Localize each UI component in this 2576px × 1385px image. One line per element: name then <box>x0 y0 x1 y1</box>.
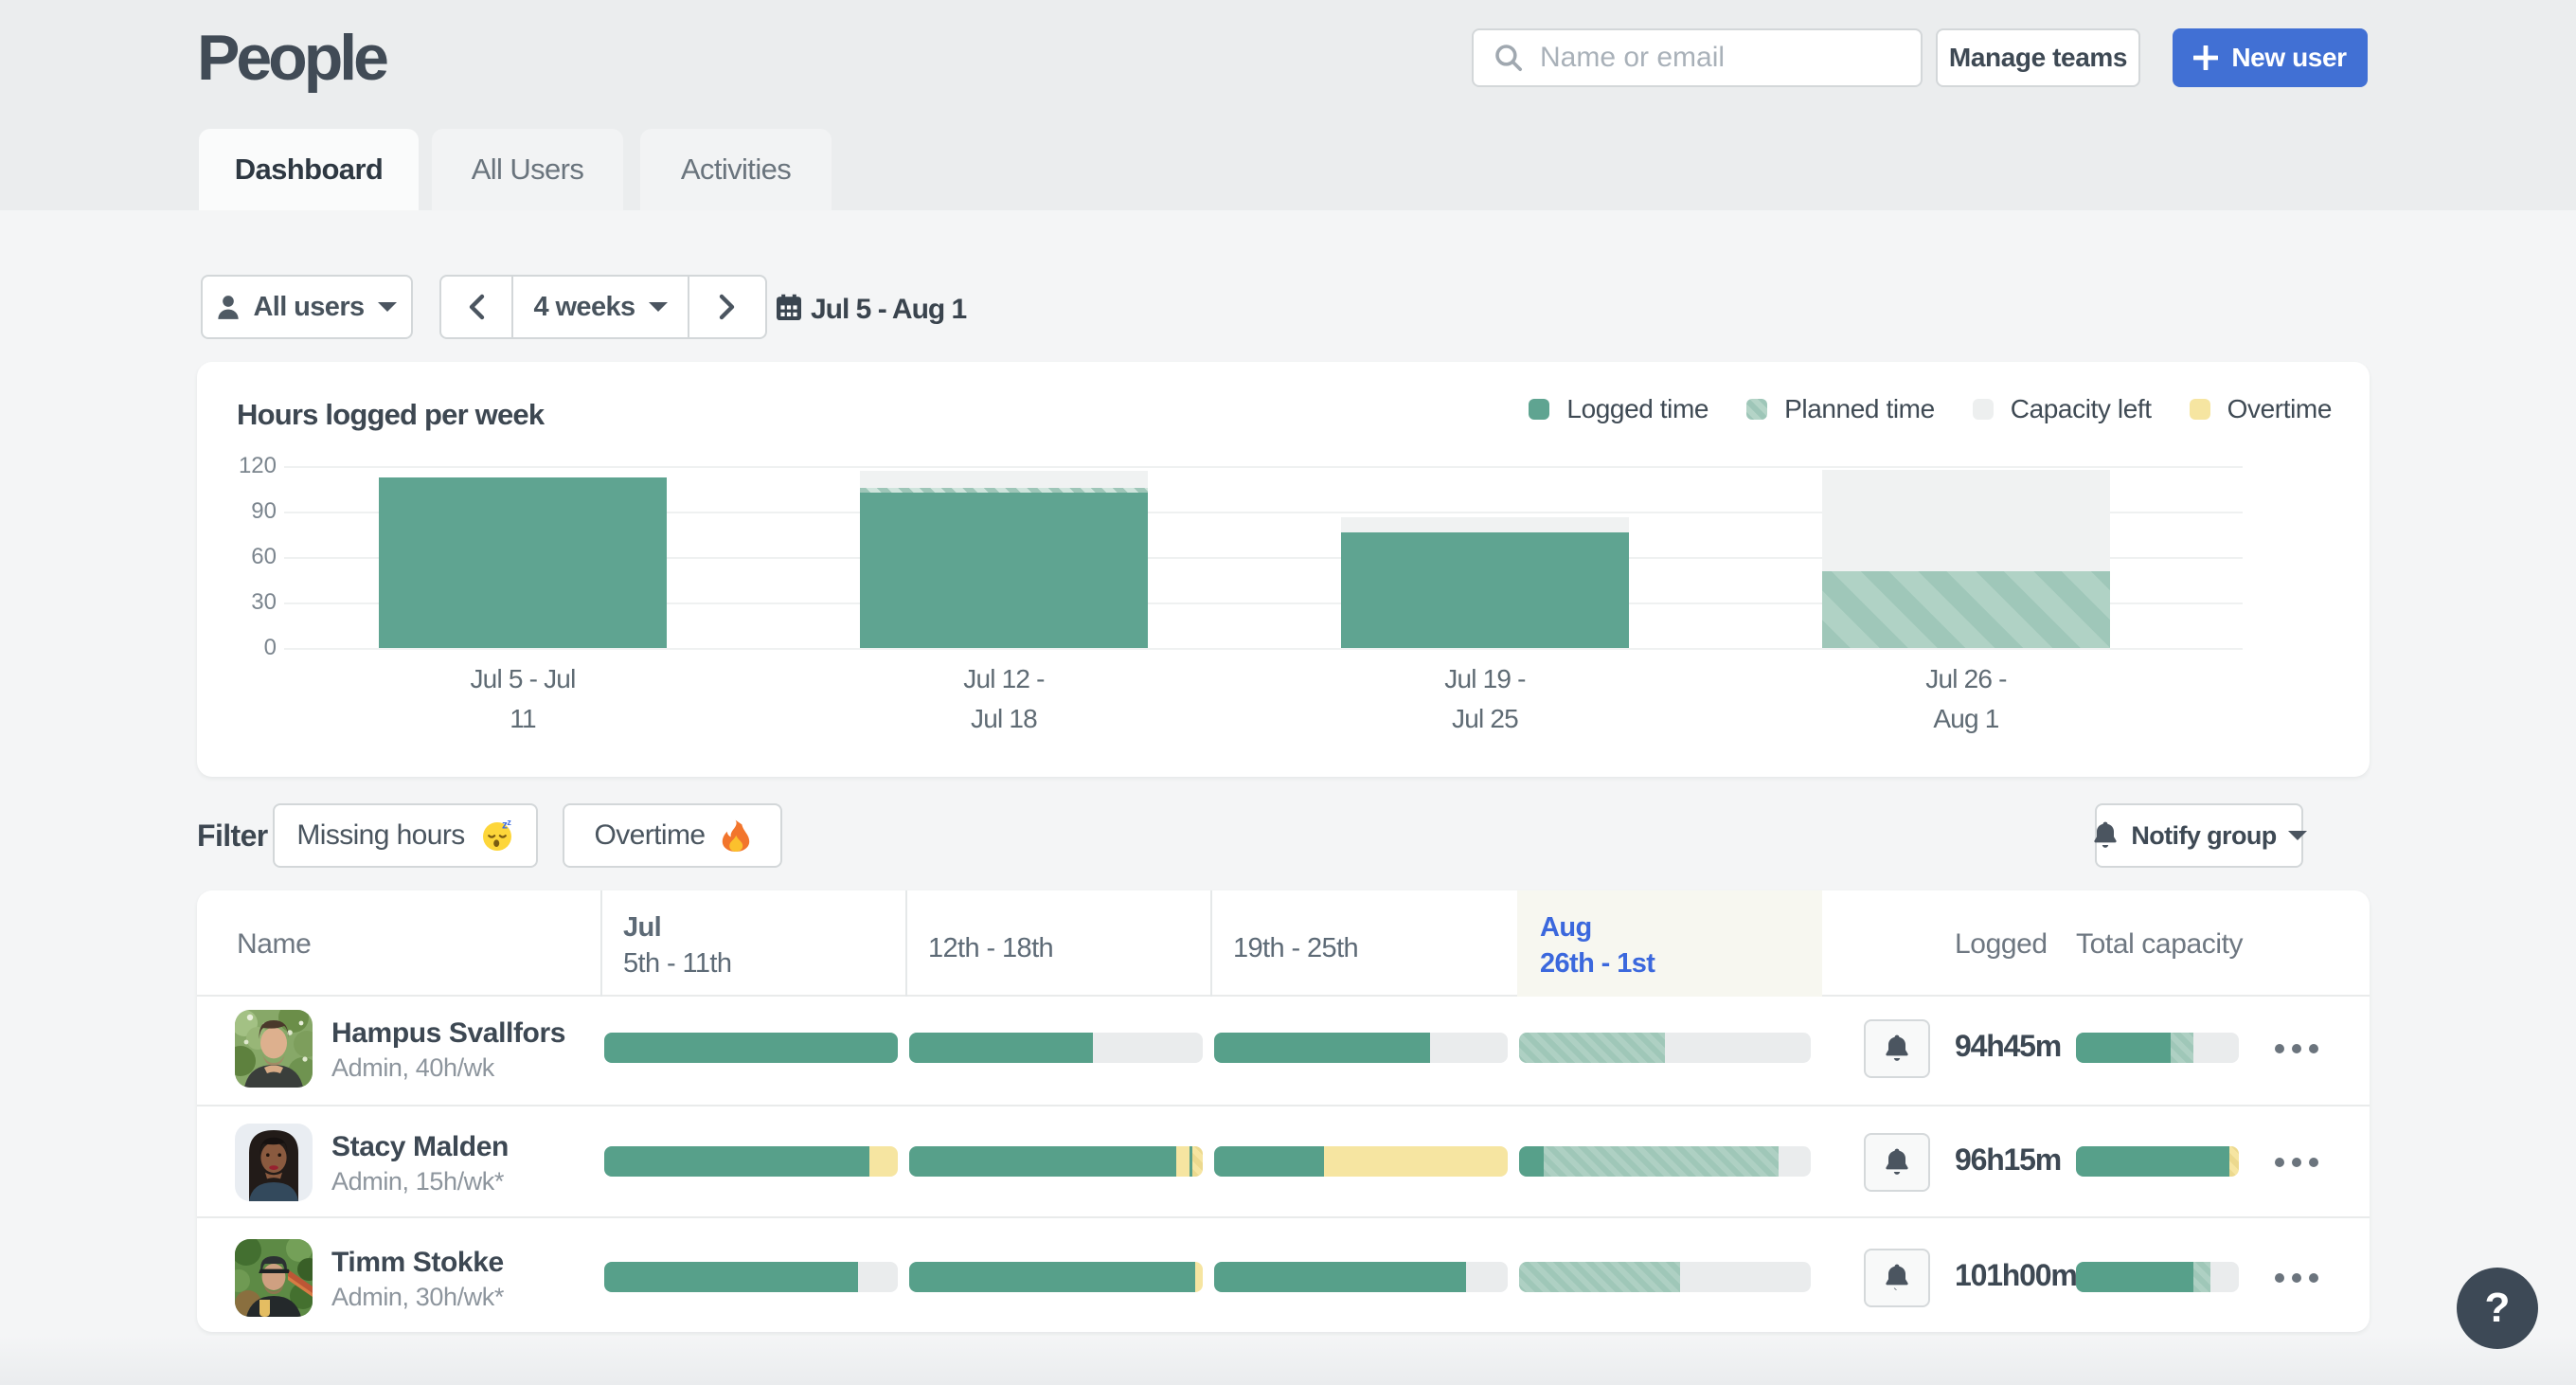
svg-text:z: z <box>507 819 511 827</box>
svg-text:z: z <box>502 819 508 832</box>
